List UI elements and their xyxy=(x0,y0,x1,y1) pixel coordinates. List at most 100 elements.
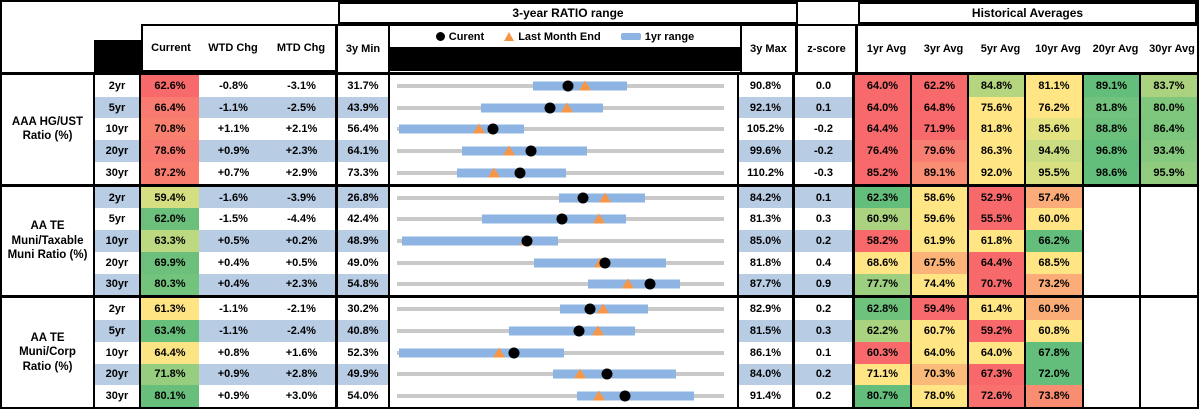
current-cell[interactable]: 70.8% xyxy=(141,118,199,141)
wtd-chg-cell[interactable]: +0.8% xyxy=(217,346,250,359)
avg-cell[interactable]: 71.9% xyxy=(912,118,969,141)
mtd-chg-cell[interactable]: +2.8% xyxy=(268,363,338,386)
mtd-chg-cell[interactable]: +1.6% xyxy=(268,341,338,364)
current-cell[interactable]: 62.0% xyxy=(141,208,199,231)
avg-cell[interactable]: 93.4% xyxy=(1141,140,1197,162)
avg-cell[interactable]: 66.2% xyxy=(1026,230,1084,252)
3y-min-cell[interactable]: 40.8% xyxy=(338,320,390,342)
avg-cell[interactable] xyxy=(1084,208,1141,231)
avg-cell[interactable]: 60.9% xyxy=(855,208,912,231)
tenor-cell[interactable]: 2yr xyxy=(95,186,141,209)
3y-max-cell[interactable]: 84.2% xyxy=(739,186,795,209)
tenor-cell[interactable]: 30yr xyxy=(95,161,141,184)
current-cell[interactable]: 71.8% xyxy=(141,363,199,386)
current-cell[interactable]: 69.9% xyxy=(141,251,199,274)
tenor-cell[interactable]: 30yr xyxy=(95,273,141,296)
mtd-chg-cell[interactable]: +2.3% xyxy=(268,140,338,162)
avg-cell[interactable]: 81.1% xyxy=(1026,75,1084,97)
tenor-cell[interactable]: 20yr xyxy=(95,251,141,274)
z-score-cell[interactable]: -0.3 xyxy=(795,161,855,184)
3y-max-cell[interactable]: 110.2% xyxy=(739,161,795,184)
wtd-chg-cell[interactable]: +0.9% xyxy=(199,140,268,162)
3y-min-cell[interactable]: 48.9% xyxy=(338,230,390,252)
wtd-chg-cell[interactable]: +0.4% xyxy=(199,273,268,296)
avg-cell[interactable]: 67.3% xyxy=(969,363,1026,386)
3y-min-cell[interactable]: 26.8% xyxy=(338,186,390,209)
z-score-cell[interactable]: 0.2 xyxy=(795,385,855,408)
avg-cell[interactable]: 98.6% xyxy=(1084,161,1141,184)
avg-cell[interactable]: 78.0% xyxy=(912,385,969,408)
3y-min-cell[interactable]: 30.2% xyxy=(338,298,390,321)
current-cell[interactable]: 63.4% xyxy=(141,320,199,342)
current-cell[interactable]: 78.6% xyxy=(141,140,199,162)
avg-cell[interactable]: 94.4% xyxy=(1026,140,1084,162)
3y-min-cell[interactable]: 49.0% xyxy=(338,251,390,274)
z-score-cell[interactable]: 0.1 xyxy=(795,341,855,364)
avg-cell[interactable]: 64.0% xyxy=(912,341,969,364)
avg-cell[interactable] xyxy=(1141,208,1197,230)
avg-cell[interactable]: 95.5% xyxy=(1026,161,1084,184)
avg-cell[interactable]: 83.7% xyxy=(1141,75,1197,97)
3y-max-cell[interactable]: 85.0% xyxy=(739,230,795,252)
wtd-chg-cell[interactable]: -0.8% xyxy=(219,79,248,92)
z-score-cell[interactable]: 0.3 xyxy=(795,208,855,231)
3y-max-cell[interactable]: 99.6% xyxy=(739,140,795,162)
avg-cell[interactable]: 60.7% xyxy=(912,320,969,342)
avg-cell[interactable]: 62.2% xyxy=(912,75,969,97)
3y-max-cell[interactable]: 105.2% xyxy=(739,118,795,141)
mtd-chg-cell[interactable]: -4.4% xyxy=(268,208,338,231)
avg-cell[interactable]: 60.9% xyxy=(1026,298,1084,321)
avg-cell[interactable]: 89.1% xyxy=(912,161,969,184)
avg-cell[interactable]: 81.8% xyxy=(969,118,1026,141)
avg-cell[interactable]: 60.0% xyxy=(1026,208,1084,231)
mtd-chg-cell[interactable]: +3.0% xyxy=(268,385,338,408)
avg-cell[interactable]: 52.9% xyxy=(969,186,1026,209)
avg-cell[interactable]: 81.8% xyxy=(1084,96,1141,119)
avg-cell[interactable]: 79.6% xyxy=(912,140,969,162)
avg-cell[interactable]: 58.2% xyxy=(855,230,912,252)
avg-cell[interactable]: 60.3% xyxy=(855,341,912,364)
3y-max-cell[interactable]: 82.9% xyxy=(739,298,795,321)
avg-cell[interactable] xyxy=(1141,187,1197,209)
avg-cell[interactable]: 75.6% xyxy=(969,96,1026,119)
tenor-cell[interactable]: 5yr xyxy=(95,320,141,342)
avg-cell[interactable]: 57.4% xyxy=(1026,186,1084,209)
mtd-chg-cell[interactable]: +0.5% xyxy=(268,251,338,274)
avg-cell[interactable]: 64.4% xyxy=(969,251,1026,274)
tenor-cell[interactable]: 5yr xyxy=(95,96,141,119)
z-score-cell[interactable]: 0.0 xyxy=(795,75,855,97)
mtd-chg-cell[interactable]: -3.1% xyxy=(268,75,338,97)
avg-cell[interactable]: 92.0% xyxy=(969,161,1026,184)
current-cell[interactable]: 80.1% xyxy=(141,385,199,408)
avg-cell[interactable]: 61.8% xyxy=(969,230,1026,252)
avg-cell[interactable]: 74.4% xyxy=(912,273,969,296)
avg-cell[interactable] xyxy=(1084,230,1141,252)
avg-cell[interactable]: 76.4% xyxy=(855,140,912,162)
tenor-cell[interactable]: 2yr xyxy=(95,298,141,321)
avg-cell[interactable] xyxy=(1084,298,1141,321)
avg-cell[interactable]: 67.5% xyxy=(912,251,969,274)
3y-max-cell[interactable]: 84.0% xyxy=(739,363,795,386)
z-score-cell[interactable]: 0.9 xyxy=(795,273,855,296)
mtd-chg-cell[interactable]: +2.3% xyxy=(268,273,338,296)
avg-cell[interactable] xyxy=(1084,363,1141,386)
avg-cell[interactable]: 58.6% xyxy=(912,186,969,209)
avg-cell[interactable] xyxy=(1141,230,1197,252)
avg-cell[interactable]: 59.6% xyxy=(912,208,969,231)
avg-cell[interactable]: 71.1% xyxy=(855,363,912,386)
avg-cell[interactable]: 61.4% xyxy=(969,298,1026,321)
wtd-chg-cell[interactable]: +0.4% xyxy=(217,256,250,269)
avg-cell[interactable] xyxy=(1141,252,1197,274)
avg-cell[interactable]: 72.6% xyxy=(969,385,1026,408)
tenor-cell[interactable]: 2yr xyxy=(95,75,141,97)
z-score-cell[interactable]: 0.1 xyxy=(795,96,855,119)
avg-cell[interactable] xyxy=(1141,342,1197,364)
3y-max-cell[interactable]: 92.1% xyxy=(739,96,795,119)
avg-cell[interactable]: 55.5% xyxy=(969,208,1026,231)
avg-cell[interactable]: 77.7% xyxy=(855,273,912,296)
wtd-chg-cell[interactable]: +0.5% xyxy=(199,230,268,252)
mtd-chg-cell[interactable]: +2.1% xyxy=(268,118,338,141)
avg-cell[interactable]: 68.5% xyxy=(1026,251,1084,274)
z-score-cell[interactable]: 0.4 xyxy=(795,251,855,274)
avg-cell[interactable] xyxy=(1084,320,1141,342)
